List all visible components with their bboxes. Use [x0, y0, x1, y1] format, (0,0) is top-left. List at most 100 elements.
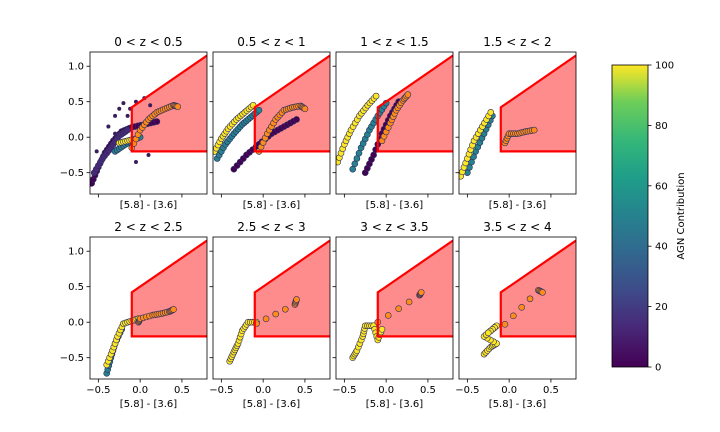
selection-wedge-outline	[376, 54, 453, 153]
axes-frame	[458, 51, 577, 195]
selection-wedge-fill	[131, 240, 207, 337]
x-tick-label: 0.5	[297, 385, 313, 396]
data-point	[125, 113, 130, 118]
plot-area	[349, 239, 453, 362]
selection-wedge-fill	[500, 55, 576, 152]
x-tick-label: 0.5	[174, 385, 190, 396]
data-point	[405, 298, 413, 306]
data-point	[255, 106, 263, 114]
selection-wedge-fill	[377, 240, 453, 337]
x-tick-label: −0.5	[209, 385, 233, 396]
x-axis-label: [5.8] - [3.6]	[120, 200, 177, 211]
y-tick-label: 0.0	[68, 318, 84, 329]
selection-wedge-outline	[499, 54, 576, 153]
data-point	[372, 92, 380, 100]
data-point	[395, 305, 402, 313]
colorbar-gradient	[612, 65, 648, 367]
plot-area	[90, 54, 207, 187]
axes-frame	[212, 51, 331, 195]
y-tick-label: 0.5	[68, 97, 84, 108]
y-tick-label: 1.0	[68, 247, 84, 258]
data-point	[417, 289, 425, 296]
x-axis-label: [5.8] - [3.6]	[120, 399, 177, 410]
data-point	[530, 126, 538, 134]
data-point	[301, 105, 309, 113]
axes-frame	[335, 236, 454, 380]
plot-area	[103, 239, 207, 377]
y-tick-label: 0.0	[68, 133, 84, 144]
plot-area	[226, 239, 330, 365]
panel-title: 1.5 < z < 2	[483, 35, 551, 49]
y-tick-label: −0.5	[60, 168, 84, 179]
data-point	[378, 325, 386, 333]
colorbar-label: AGN Contribution	[676, 172, 687, 259]
panel-grid: 0 < z < 0.5 [5.8] - [3.6] −0.5 0.0 0.5 1.0 0.5…	[60, 35, 577, 410]
x-axis-label: [5.8] - [3.6]	[243, 200, 300, 211]
x-tick-label: 0.0	[132, 385, 148, 396]
selection-wedge-outline	[253, 54, 330, 153]
x-tick-label: 0.5	[543, 385, 559, 396]
y-tick-label: −0.5	[60, 353, 84, 364]
x-tick-label: −0.5	[332, 385, 356, 396]
x-axis-label: [5.8] - [3.6]	[366, 399, 423, 410]
x-axis-label: [5.8] - [3.6]	[489, 200, 546, 211]
selection-wedge-outline	[130, 54, 207, 153]
x-tick-label: −0.5	[86, 385, 110, 396]
x-axis-label: [5.8] - [3.6]	[489, 399, 546, 410]
data-point	[518, 303, 525, 311]
plot-area	[213, 54, 330, 173]
data-point	[293, 116, 300, 123]
data-point	[501, 321, 509, 328]
plot-area	[336, 54, 453, 176]
colorbar-tick-label: 60	[655, 181, 668, 192]
data-point	[293, 296, 300, 303]
data-point	[117, 106, 122, 111]
x-axis-label: [5.8] - [3.6]	[243, 399, 300, 410]
selection-wedge-fill	[131, 55, 207, 152]
selection-wedge-outline	[253, 239, 330, 338]
x-tick-label: 0.0	[501, 385, 517, 396]
data-point	[124, 126, 131, 134]
data-point	[133, 160, 138, 165]
x-tick-label: −0.5	[455, 385, 479, 396]
panel-1: 0 < z < 0.5 [5.8] - [3.6] −0.5 0.0 0.5 1.0	[60, 35, 208, 211]
plot-area	[459, 54, 576, 180]
x-axis-label: [5.8] - [3.6]	[366, 200, 423, 211]
colorbar-tick-label: 80	[655, 121, 668, 132]
data-point	[384, 312, 392, 319]
data-point	[272, 310, 279, 318]
axes-frame	[89, 236, 208, 380]
y-tick-label: 0.5	[68, 282, 84, 293]
colorbar-tick-label: 0	[655, 363, 661, 374]
panel-3: 1 < z < 1.5 [5.8] - [3.6]	[332, 35, 454, 211]
data-point	[174, 103, 182, 110]
data-point	[262, 315, 270, 323]
x-tick-label: 0.0	[255, 385, 271, 396]
selection-wedge-outline	[376, 239, 453, 338]
y-tick-label: 1.0	[68, 62, 84, 73]
panel-title: 0.5 < z < 1	[237, 35, 305, 49]
data-point	[113, 131, 118, 136]
data-point	[106, 124, 111, 129]
data-point	[153, 118, 161, 125]
selection-wedge-outline	[130, 239, 207, 338]
data-point	[526, 295, 534, 303]
panel-7: 3 < z < 3.5 −0.5 0.0 0.5 [5.8] - [3.6]	[332, 220, 454, 410]
data-point	[146, 152, 151, 157]
panel-title: 3.5 < z < 4	[483, 220, 551, 234]
data-point	[170, 306, 177, 313]
data-point	[510, 312, 517, 320]
axes-frame	[212, 236, 331, 380]
axes-frame	[89, 51, 208, 195]
data-point	[487, 109, 495, 116]
axes-frame	[458, 236, 577, 380]
plot-area	[480, 239, 576, 358]
colorbar-tick-label: 20	[655, 302, 668, 313]
colorbar-tick-label: 40	[655, 242, 668, 253]
data-point	[113, 113, 118, 118]
data-point	[121, 101, 126, 106]
panel-2: 0.5 < z < 1 [5.8] - [3.6]	[209, 35, 331, 211]
data-point	[94, 149, 99, 154]
selection-wedge-fill	[377, 55, 453, 152]
